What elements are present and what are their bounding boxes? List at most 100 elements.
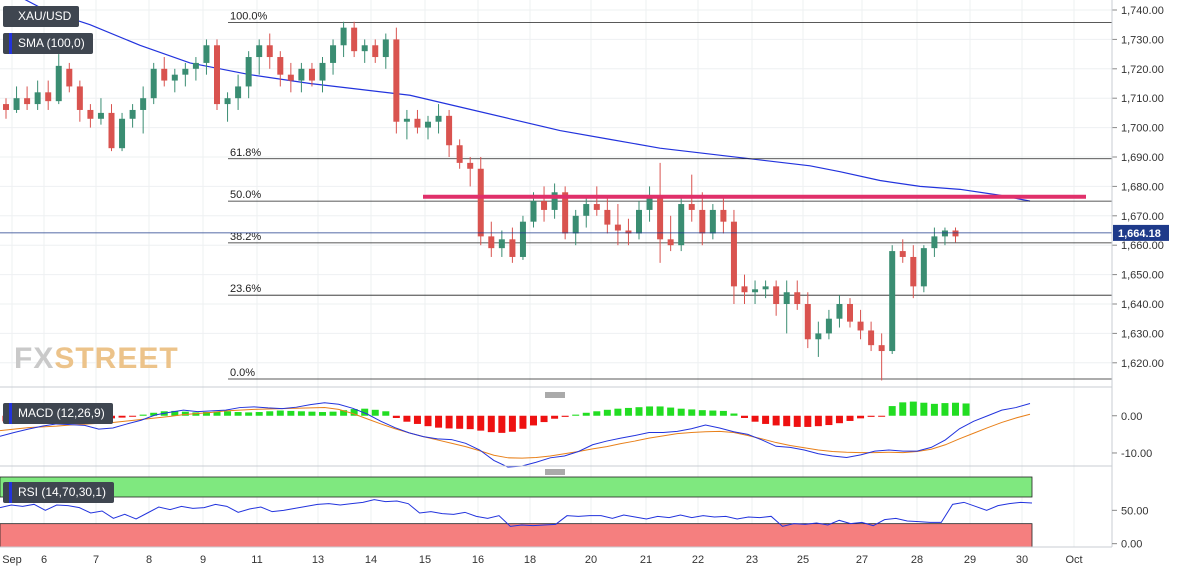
y-tick-label: 1,650.00 [1121, 270, 1164, 282]
candle-down [456, 145, 463, 163]
y-tick-label: 1,670.00 [1121, 211, 1164, 223]
y-tick-label: 1,740.00 [1121, 5, 1164, 17]
candle-down [857, 321, 864, 331]
macd-hist-bar-positive [276, 410, 284, 416]
candle-down [308, 68, 315, 81]
candle-down [266, 45, 273, 58]
candle-up [815, 333, 822, 340]
pane-resize-handle-2[interactable] [545, 469, 565, 475]
sma-100-line [24, 0, 1031, 202]
candle-up [836, 304, 843, 319]
symbol-text: XAU/USD [18, 9, 72, 23]
symbol-label[interactable]: XAU/USD [3, 6, 80, 27]
candle-up [519, 221, 526, 257]
sma-label-text: SMA (100,0) [18, 36, 85, 50]
macd-y-tick-label: -10.00 [1121, 448, 1152, 460]
rsi-indicator-label[interactable]: RSI (14,70,30,1) [3, 482, 115, 503]
fib-level-label: 100.0% [230, 10, 268, 22]
macd-hist-bar-positive [909, 401, 917, 416]
macd-hist-bar-positive [245, 412, 253, 416]
x-tick-label: 13 [312, 554, 324, 566]
candle-up [678, 204, 685, 246]
candle-up [435, 115, 442, 122]
candle-down [24, 98, 31, 105]
candle-down [730, 221, 737, 287]
y-tick-label: 1,680.00 [1121, 181, 1164, 193]
sma-swatch [9, 33, 12, 54]
candle-down [625, 230, 632, 234]
candle-up [762, 286, 769, 290]
watermark-logo: FXSTREET [14, 342, 179, 375]
candle-up [425, 121, 431, 128]
macd-hist-bar-negative [825, 415, 833, 426]
rsi-line [0, 499, 1033, 527]
candle-up [709, 209, 716, 234]
macd-hist-bar-positive [350, 409, 358, 416]
macd-hist-bar-negative [403, 415, 411, 422]
candle-up [825, 318, 832, 334]
candle-up [319, 62, 326, 81]
candle-up [783, 292, 790, 304]
macd-hist-bar-negative [540, 415, 548, 423]
macd-label-text: MACD (12,26,9) [18, 406, 105, 420]
macd-hist-bar-positive [266, 411, 274, 416]
candle-down [509, 239, 516, 257]
macd-hist-bar-positive [287, 410, 295, 416]
rsi-panel [0, 476, 1033, 548]
candle-down [773, 286, 780, 304]
macd-hist-bar-negative [498, 415, 506, 433]
macd-hist-bar-negative [846, 415, 854, 421]
candle-up [182, 68, 189, 75]
macd-hist-bar-positive [962, 403, 970, 416]
candle-down [393, 39, 400, 122]
candle-down [477, 168, 484, 237]
macd-hist-bar-negative [857, 415, 865, 419]
candle-down [657, 198, 664, 240]
x-tick-label: 27 [856, 554, 868, 566]
candle-down [277, 57, 284, 75]
macd-hist-bar-positive [319, 412, 326, 416]
macd-hist-bar-negative [835, 415, 843, 424]
macd-hist-bar-negative [487, 415, 495, 433]
macd-hist-bar-positive [382, 411, 390, 416]
candle-up [920, 248, 927, 287]
macd-hist-bar-positive [719, 410, 727, 416]
candlestick-series [3, 21, 959, 381]
candle-down [667, 239, 674, 246]
x-tick-label: 9 [200, 554, 206, 566]
macd-hist-bar-positive [952, 402, 959, 416]
candle-down [604, 209, 611, 225]
candle-up [235, 86, 242, 99]
macd-hist-bar-positive [603, 409, 611, 416]
candle-up [13, 98, 20, 110]
macd-hist-bar-negative [519, 415, 527, 429]
current-price-badge [1113, 224, 1169, 241]
candle-down [910, 256, 917, 287]
sma-indicator-label[interactable]: SMA (100,0) [3, 33, 93, 54]
rsi-swatch [9, 482, 12, 503]
candle-down [287, 74, 294, 81]
candle-up [330, 45, 337, 63]
macd-hist-bar-positive [593, 411, 601, 416]
candle-up [129, 109, 136, 119]
candle-down [878, 345, 885, 352]
candle-up [889, 251, 896, 352]
candle-down [868, 330, 875, 346]
candle-down [593, 204, 600, 210]
macd-hist-bar-positive [572, 414, 580, 416]
macd-hist-bar-positive [255, 412, 263, 416]
symbol-swatch [9, 6, 12, 27]
y-tick-label: 1,710.00 [1121, 93, 1164, 105]
candle-up [150, 68, 157, 99]
overlay-lines [0, 194, 1112, 234]
x-tick-label: 16 [472, 554, 484, 566]
macd-indicator-label[interactable]: MACD (12,26,9) [3, 403, 113, 424]
candle-up [941, 230, 948, 237]
candle-down [214, 45, 220, 105]
pane-resize-handle-1[interactable] [545, 392, 565, 398]
macd-hist-bar-positive [888, 406, 896, 416]
macd-hist-bar-positive [646, 406, 654, 416]
y-tick-label: 1,660.00 [1121, 240, 1164, 252]
macd-hist-bar-positive [635, 407, 643, 416]
